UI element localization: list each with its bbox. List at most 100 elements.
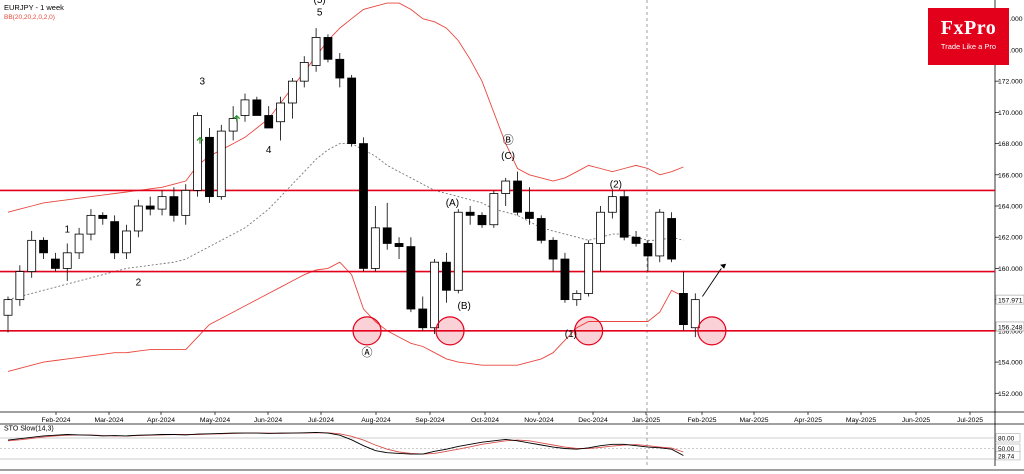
candle-body bbox=[631, 236, 641, 244]
price-tick-label: 170.000 bbox=[998, 110, 1023, 117]
price-tick-label: 160.000 bbox=[998, 266, 1023, 273]
candle-body bbox=[489, 193, 499, 226]
candle-body bbox=[382, 227, 392, 244]
sto-tick-box bbox=[995, 451, 1021, 461]
time-tick-label: Apr-2024 bbox=[147, 417, 175, 424]
support-circle bbox=[574, 316, 604, 346]
candle-body bbox=[157, 196, 167, 210]
sto-tick-label: 28.74 bbox=[998, 453, 1015, 460]
time-tick-label: Aug-2024 bbox=[361, 417, 391, 424]
price-tick-label: 176.000 bbox=[998, 16, 1023, 23]
sto-k-line bbox=[7, 431, 684, 456]
price-tick-label: 162.000 bbox=[998, 235, 1023, 242]
price-tick-label: 152.000 bbox=[998, 391, 1023, 398]
candle-body bbox=[619, 196, 629, 238]
candle-body bbox=[513, 180, 522, 213]
candle-body bbox=[548, 239, 558, 260]
time-tick-label: May-2024 bbox=[200, 417, 230, 424]
price-tick-label: 168.000 bbox=[998, 141, 1023, 148]
candle-body bbox=[27, 239, 37, 272]
candle-body bbox=[359, 143, 368, 269]
price-label-box bbox=[995, 321, 1024, 332]
candle-body bbox=[501, 180, 511, 194]
candle-body bbox=[607, 196, 617, 213]
wave-label: (1) bbox=[565, 329, 577, 340]
horizontal-levels bbox=[0, 189, 995, 332]
candle-body bbox=[252, 99, 262, 116]
wave-label: (2) bbox=[610, 179, 622, 190]
candle-body bbox=[62, 252, 72, 269]
wave-label: 4 bbox=[266, 145, 272, 156]
sto-tick-box bbox=[995, 433, 1021, 443]
candle-body bbox=[347, 77, 357, 144]
annotations bbox=[196, 114, 727, 346]
candle-body bbox=[679, 292, 688, 326]
candle-body bbox=[205, 136, 214, 198]
candle-body bbox=[169, 196, 179, 216]
time-tick-label: Apr-2025 bbox=[794, 417, 822, 424]
candle-body bbox=[477, 214, 487, 226]
candle-body bbox=[453, 211, 463, 291]
candle-body bbox=[655, 211, 665, 257]
candle-body bbox=[122, 230, 131, 254]
bollinger-bands bbox=[7, 2, 684, 372]
candle-body bbox=[228, 118, 238, 132]
support-circle bbox=[435, 316, 465, 346]
candle-body bbox=[525, 211, 534, 219]
wave-label: Ⓐ bbox=[362, 346, 373, 359]
price-tick-label: 166.000 bbox=[998, 172, 1023, 179]
candle-body bbox=[406, 246, 416, 310]
candle-body bbox=[3, 299, 13, 316]
candle-body bbox=[418, 308, 428, 329]
candle-body bbox=[442, 261, 451, 291]
bb-lower-line bbox=[7, 261, 684, 372]
support-circle bbox=[697, 316, 727, 346]
green-arrow-icon bbox=[233, 114, 241, 122]
candle-body bbox=[299, 62, 309, 82]
candle-body bbox=[287, 80, 297, 104]
time-axis: Feb-2024 Mar-2024 Apr-2024 May-2024 Jun-2024… bbox=[41, 412, 983, 424]
bb-middle-line bbox=[7, 143, 684, 301]
logo-brand: FxPro bbox=[940, 17, 997, 39]
time-tick-label: Feb-2025 bbox=[687, 417, 716, 424]
candle-body bbox=[86, 214, 96, 235]
candle-body bbox=[311, 37, 321, 66]
bb-upper-line bbox=[7, 2, 684, 213]
candle-body bbox=[264, 115, 274, 129]
candle-body bbox=[133, 205, 143, 232]
candle-body bbox=[74, 233, 84, 254]
candle-body bbox=[51, 258, 60, 269]
wave-label: (A) bbox=[446, 198, 459, 209]
price-tick-label: 174.000 bbox=[998, 47, 1023, 54]
time-tick-label: Nov-2024 bbox=[524, 417, 554, 424]
candle-body bbox=[110, 221, 120, 254]
candle-body bbox=[323, 37, 333, 60]
wave-labels: 1 2 3 4 (5) 5 Ⓐ (A) (B) Ⓑ (C) (1) (2) bbox=[64, 0, 622, 359]
candle-body bbox=[596, 211, 605, 244]
candle-body bbox=[181, 189, 191, 216]
fxpro-logo: FxPro Trade Like a Pro bbox=[928, 8, 1009, 65]
sto-label: STO Slow(14,3) bbox=[4, 426, 54, 433]
time-tick-label: Mar-2025 bbox=[739, 417, 768, 424]
candle-body bbox=[560, 258, 570, 301]
sto-tick-label: 50.00 bbox=[998, 446, 1015, 453]
time-tick-label: Jun-2024 bbox=[254, 417, 283, 424]
time-tick-label: Jul-2024 bbox=[308, 417, 334, 424]
time-tick-label: Oct-2024 bbox=[471, 417, 499, 424]
price-label-box bbox=[995, 294, 1024, 305]
wave-label: (C) bbox=[501, 151, 515, 162]
support-circle bbox=[352, 316, 382, 346]
wave-label: 5 bbox=[317, 8, 323, 19]
candle-body bbox=[584, 243, 594, 294]
candle-body bbox=[240, 99, 250, 116]
candle-body bbox=[216, 130, 226, 198]
candle-body bbox=[643, 243, 653, 257]
sto-tick-label: 80.00 bbox=[998, 436, 1015, 443]
price-label: 157.971 bbox=[998, 298, 1023, 305]
candle-body bbox=[145, 205, 155, 210]
wave-label: 3 bbox=[200, 76, 206, 87]
time-tick-label: Feb-2024 bbox=[41, 417, 70, 424]
candle-body bbox=[276, 102, 285, 123]
